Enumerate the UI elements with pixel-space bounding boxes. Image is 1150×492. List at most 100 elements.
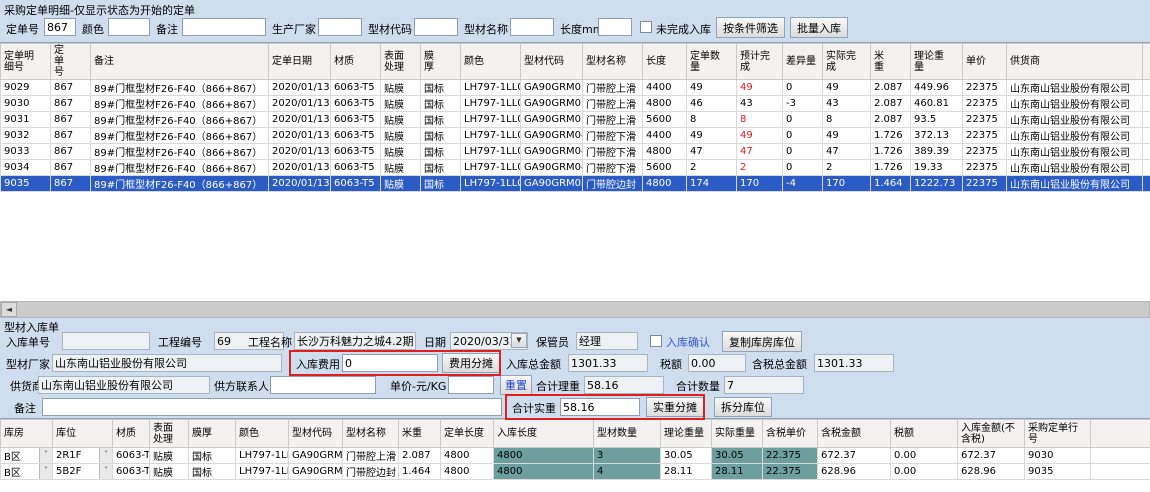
- total-qty-input[interactable]: [724, 376, 804, 394]
- column-header[interactable]: 预计完 成: [736, 43, 783, 80]
- fee-input[interactable]: [342, 354, 438, 372]
- cell: 22375: [962, 127, 1007, 144]
- table-row[interactable]: 9029 867 89#门框型材F26-F40（866+867） 2020/01/13…: [0, 79, 1150, 96]
- table-row[interactable]: 9035 867 89#门框型材F26-F40（866+867） 2020/01/13…: [0, 175, 1150, 192]
- column-header[interactable]: 表面 处理: [380, 43, 421, 80]
- column-header[interactable]: 实际重量: [711, 419, 763, 448]
- column-header[interactable]: 实际完 成: [822, 43, 871, 80]
- remark-input[interactable]: [182, 18, 266, 36]
- column-header[interactable]: 颜色: [235, 419, 289, 448]
- column-header[interactable]: 理论重 量: [910, 43, 963, 80]
- supplier-input[interactable]: [38, 376, 210, 394]
- dropdown-arrow-icon[interactable]: ˅: [99, 448, 112, 463]
- dropdown-arrow-icon[interactable]: ˅: [99, 464, 112, 479]
- note-input[interactable]: [42, 398, 502, 416]
- fee-label: 入库费用: [296, 358, 340, 371]
- cell: 174: [686, 175, 737, 192]
- tax-input[interactable]: [688, 354, 746, 372]
- project-name-input[interactable]: [294, 332, 416, 350]
- column-header[interactable]: 型材数量: [593, 419, 661, 448]
- column-header[interactable]: 膜厚: [188, 419, 236, 448]
- column-header[interactable]: 米 重: [870, 43, 911, 80]
- color-input[interactable]: [108, 18, 150, 36]
- column-header[interactable]: 定单日期: [268, 43, 331, 80]
- column-header[interactable]: [1090, 419, 1150, 448]
- cell: 22375: [962, 79, 1007, 96]
- column-header[interactable]: 含税单价: [762, 419, 818, 448]
- total-amount-input[interactable]: [568, 354, 648, 372]
- column-header[interactable]: 定单数 量: [686, 43, 737, 80]
- column-header[interactable]: 含税金额: [817, 419, 891, 448]
- cell: 28.11: [711, 463, 763, 480]
- column-header[interactable]: 型材名称: [342, 419, 399, 448]
- column-header[interactable]: 库位: [52, 419, 113, 448]
- column-header[interactable]: 税额: [890, 419, 958, 448]
- scroll-left-icon[interactable]: ◄: [1, 302, 17, 317]
- keeper-input[interactable]: [576, 332, 638, 350]
- column-header[interactable]: 定单长度: [440, 419, 494, 448]
- column-header[interactable]: 型材名称: [582, 43, 643, 80]
- tax-label: 税额: [660, 358, 682, 371]
- date-input[interactable]: [450, 332, 528, 350]
- column-header[interactable]: 定单明 细号: [0, 43, 51, 80]
- receipt-no-input[interactable]: [62, 332, 150, 350]
- unit-price-input[interactable]: [448, 376, 494, 394]
- cell: 6063-T5: [330, 159, 381, 176]
- table-row[interactable]: B区˅5B2F˅6063-T5贴膜国标LH797-1LL0GA90GRM05门带…: [0, 463, 1150, 480]
- column-header[interactable]: 型材代码: [288, 419, 343, 448]
- filter-by-condition-button[interactable]: 按条件筛选: [716, 17, 785, 38]
- column-header[interactable]: 理论重量: [660, 419, 712, 448]
- supplier-label: 供货商: [10, 380, 43, 393]
- total-theory-weight-input[interactable]: [584, 376, 664, 394]
- order-no-input[interactable]: [44, 18, 76, 36]
- cell: 4800: [440, 447, 494, 464]
- table-row[interactable]: 9030 867 89#门框型材F26-F40（866+867） 2020/01/13…: [0, 95, 1150, 112]
- column-header[interactable]: 膜 厚: [420, 43, 461, 80]
- total-with-tax-input[interactable]: [814, 354, 894, 372]
- weight-allocate-button[interactable]: 实重分摊: [646, 397, 704, 417]
- column-header[interactable]: 入库金额(不 含税): [957, 419, 1025, 448]
- column-header[interactable]: 入库长度: [493, 419, 594, 448]
- column-header[interactable]: 定 单 号: [50, 43, 91, 80]
- column-header[interactable]: 颜色: [460, 43, 521, 80]
- fee-allocate-button[interactable]: 费用分摊: [442, 353, 500, 373]
- dropdown-arrow-icon[interactable]: ˅: [39, 464, 52, 479]
- table-row[interactable]: 9034 867 89#门框型材F26-F40（866+867） 2020/01/13…: [0, 159, 1150, 176]
- column-header[interactable]: 库房: [0, 419, 53, 448]
- column-header[interactable]: 表面 处理: [149, 419, 189, 448]
- cell: 国标: [420, 79, 461, 96]
- column-header[interactable]: 采购定单行 号: [1024, 419, 1091, 448]
- factory-input[interactable]: [52, 354, 282, 372]
- batch-inbound-button[interactable]: 批量入库: [790, 17, 848, 38]
- unfinished-checkbox[interactable]: [640, 21, 652, 33]
- confirm-checkbox[interactable]: [650, 335, 662, 347]
- contact-input[interactable]: [270, 376, 376, 394]
- column-header[interactable]: 供货商: [1006, 43, 1143, 80]
- column-header[interactable]: 材质: [112, 419, 150, 448]
- table-row[interactable]: 9032 867 89#门框型材F26-F40（866+867） 2020/01/13…: [0, 127, 1150, 144]
- manufacturer-input[interactable]: [318, 18, 362, 36]
- column-header[interactable]: [1142, 43, 1150, 80]
- project-no-input[interactable]: [214, 332, 284, 350]
- total-actual-weight-input[interactable]: [560, 398, 640, 416]
- table-row[interactable]: B区˅2R1F˅6063-T5贴膜国标LH797-1LL0GA90GRM03门带…: [0, 447, 1150, 464]
- profile-code-input[interactable]: [414, 18, 458, 36]
- column-header[interactable]: 长度: [642, 43, 687, 80]
- column-header[interactable]: 差异量: [782, 43, 823, 80]
- table-row[interactable]: 9031 867 89#门框型材F26-F40（866+867） 2020/01/13…: [0, 111, 1150, 128]
- reset-button[interactable]: 重置: [500, 375, 532, 395]
- column-header[interactable]: 单价: [962, 43, 1007, 80]
- length-input[interactable]: [598, 18, 632, 36]
- column-header[interactable]: 米重: [398, 419, 441, 448]
- copy-warehouse-button[interactable]: 复制库房库位: [722, 331, 802, 352]
- column-header[interactable]: 型材代码: [520, 43, 583, 80]
- split-location-button[interactable]: 拆分库位: [714, 397, 772, 417]
- calendar-dropdown-icon[interactable]: ▼: [511, 333, 527, 348]
- horizontal-scrollbar[interactable]: ◄: [0, 301, 1150, 318]
- column-header[interactable]: 备注: [90, 43, 269, 80]
- column-header[interactable]: 材质: [330, 43, 381, 80]
- cell: 4800: [493, 463, 594, 480]
- dropdown-arrow-icon[interactable]: ˅: [39, 448, 52, 463]
- table-row[interactable]: 9033 867 89#门框型材F26-F40（866+867） 2020/01/13…: [0, 143, 1150, 160]
- profile-name-input[interactable]: [510, 18, 554, 36]
